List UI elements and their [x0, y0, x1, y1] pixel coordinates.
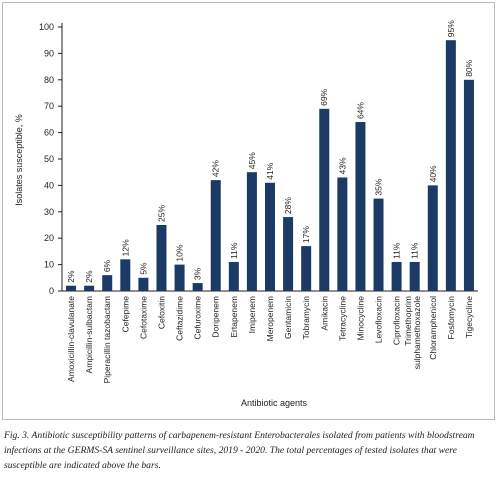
category-label: Piperacillin tazobactam — [102, 296, 112, 383]
category-label: Imipenem — [247, 296, 257, 333]
bar — [84, 285, 95, 291]
data-labels: 2% 2% 6% 12% 5% 25% 10% 3% 42% 11% 45% 41% 28% 17% 69%… — [66, 20, 474, 283]
data-label: 10% — [175, 244, 185, 261]
data-label: 17% — [301, 226, 311, 243]
bar — [391, 261, 402, 291]
y-tick-label: 70 — [44, 101, 54, 111]
bar — [319, 108, 330, 291]
bar — [192, 283, 203, 291]
bar — [66, 285, 77, 291]
data-label: 5% — [138, 262, 148, 275]
data-label: 11% — [229, 242, 239, 259]
bar — [228, 261, 239, 291]
data-label: 69% — [319, 88, 329, 105]
bar — [210, 180, 221, 291]
bar — [138, 277, 149, 291]
category-label: Ertapenem — [229, 296, 239, 338]
bar — [427, 185, 438, 291]
data-label: 42% — [211, 160, 221, 177]
category-label: Tigecycline — [464, 296, 474, 338]
category-label: Cefotaxime — [138, 296, 148, 339]
data-label: 2% — [84, 270, 94, 283]
category-labels: Amoxicillin-clavulanate Ampicillin-sulbac… — [66, 296, 474, 384]
data-label: 95% — [446, 20, 456, 37]
bar — [283, 217, 294, 291]
bar — [174, 264, 185, 291]
data-label: 6% — [102, 259, 112, 272]
data-label: 3% — [193, 267, 203, 280]
category-label: Chloramphenicol — [428, 296, 438, 360]
y-tick-label: 20 — [44, 233, 54, 243]
bar — [120, 259, 131, 291]
bar — [265, 182, 275, 291]
data-label: 2% — [66, 270, 76, 283]
bar — [337, 177, 348, 291]
y-tick-label: 50 — [44, 154, 54, 164]
bar — [246, 172, 257, 291]
y-axis-label: Isolates susceptible, % — [14, 114, 24, 206]
data-label: 41% — [265, 162, 275, 179]
data-label: 40% — [428, 165, 438, 182]
y-ticks: 0 10 20 30 40 50 60 70 80 90 100 — [39, 22, 62, 296]
bar — [156, 225, 167, 291]
category-label: Fosfomycin — [446, 296, 456, 340]
y-tick-label: 10 — [44, 260, 54, 270]
figure-caption: Fig. 3. Antibiotic susceptibility patter… — [4, 430, 475, 471]
bars — [66, 40, 474, 292]
category-label: Cefepime — [120, 296, 130, 333]
bar — [102, 275, 113, 291]
data-label: 12% — [120, 239, 130, 256]
category-label: Cefoxitin — [156, 296, 166, 329]
y-tick-label: 40 — [44, 180, 54, 190]
y-tick-label: 80 — [44, 75, 54, 85]
data-label: 45% — [247, 152, 257, 169]
bar — [445, 40, 456, 292]
category-label: Trimethoprim — [403, 296, 413, 346]
bar — [355, 122, 366, 291]
bar — [373, 198, 384, 291]
category-label: Cefuroxime — [193, 296, 203, 340]
category-label: Doripenem — [211, 296, 221, 338]
category-label: Ciprofloxacin — [392, 296, 402, 345]
y-tick-label: 60 — [44, 128, 54, 138]
bar-chart: 0 10 20 30 40 50 60 70 80 90 100 2% 2% 6% 12% 5% 25% 10%… — [14, 20, 478, 408]
bar — [409, 261, 420, 291]
category-label: Gentamicin — [283, 296, 293, 339]
data-label: 11% — [410, 242, 420, 259]
category-label: Tobramycin — [301, 296, 311, 340]
data-label: 11% — [392, 242, 402, 259]
y-tick-label: 30 — [44, 207, 54, 217]
bar — [463, 79, 474, 291]
data-label: 35% — [374, 178, 384, 195]
category-label: Amoxicillin-clavulanate — [66, 296, 76, 382]
category-label: sulphamethoxazole — [412, 296, 422, 370]
data-label: 28% — [283, 197, 293, 214]
y-tick-label: 90 — [44, 48, 54, 58]
bar — [301, 246, 312, 291]
y-tick-label: 0 — [49, 286, 54, 296]
category-label: Tetracycline — [337, 296, 347, 341]
category-label: Levofloxacin — [374, 296, 384, 344]
category-label: Amikacin — [319, 296, 329, 331]
y-tick-label: 100 — [39, 22, 54, 32]
data-label: 64% — [355, 102, 365, 119]
category-label: Meropenem — [265, 296, 275, 341]
category-label: Ampicillin-sulbactam — [84, 296, 94, 373]
data-label: 43% — [337, 157, 347, 174]
data-label: 80% — [464, 59, 474, 76]
category-label: Ceftazidime — [175, 296, 185, 341]
x-axis-label: Antibiotic agents — [241, 398, 308, 408]
category-label: Minocycline — [355, 296, 365, 341]
data-label: 25% — [156, 205, 166, 222]
